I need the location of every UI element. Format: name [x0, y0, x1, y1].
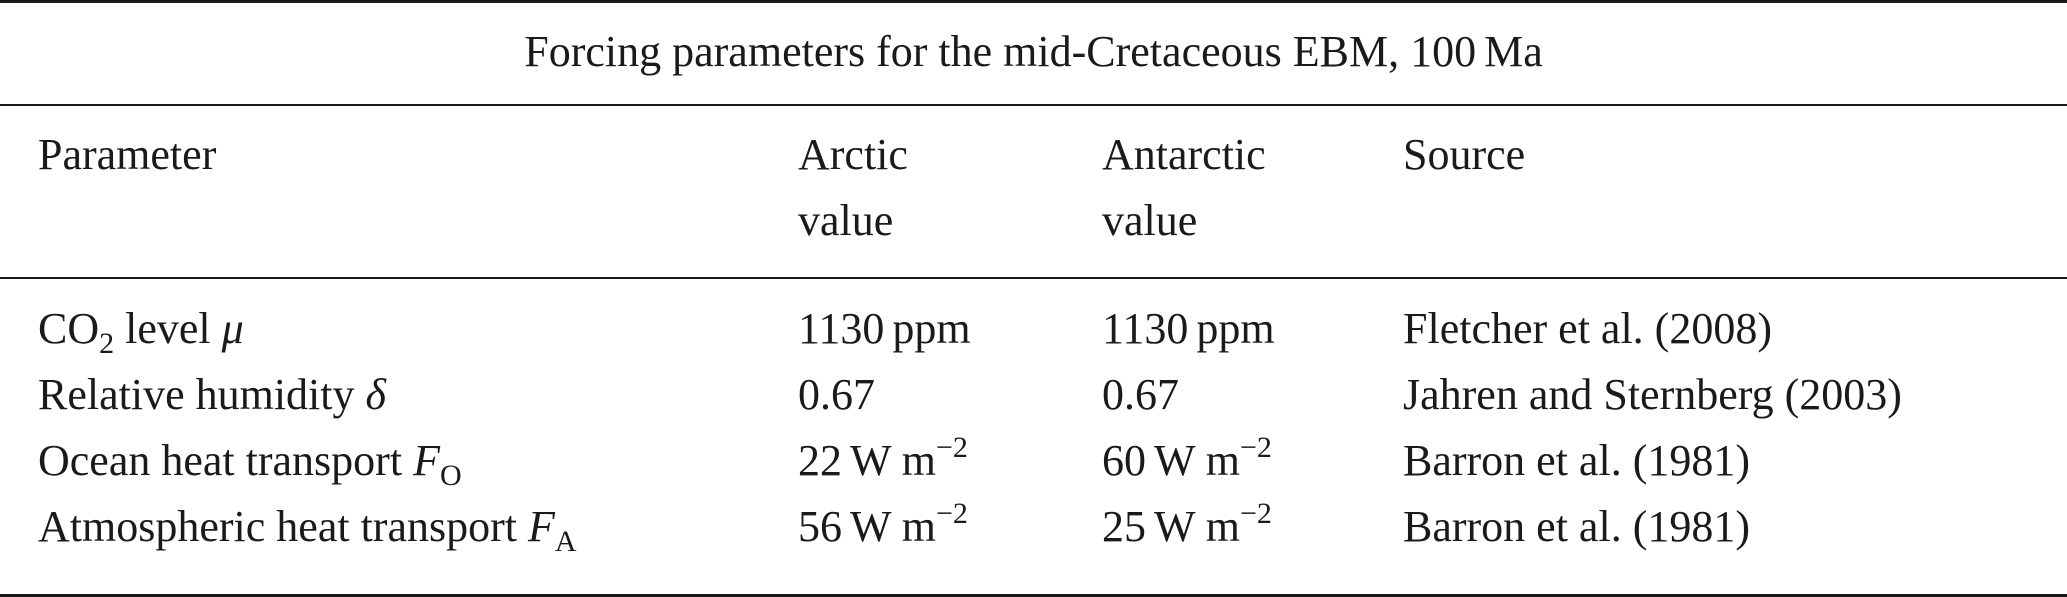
row-atmospheric-heat-antarctic-value: 25 W m−2	[1102, 497, 1272, 551]
row-ocean-heat-source: Barron et al. (1981)	[1403, 436, 1750, 485]
row-atmospheric-heat-arctic-value: 56 W m−2	[798, 497, 968, 551]
header-rule	[0, 277, 2067, 279]
header-antarctic-line1: Antarctic	[1102, 130, 1266, 179]
row-atmospheric-heat-source: Barron et al. (1981)	[1403, 502, 1750, 551]
header-parameter: Parameter	[38, 130, 217, 179]
table-bottom-rule	[0, 594, 2067, 597]
symbol-f-atmosphere: F	[527, 502, 555, 551]
header-antarctic-line2: value	[1102, 196, 1198, 245]
caption-rule	[0, 104, 2067, 106]
header-source: Source	[1403, 130, 1526, 179]
header-arctic-value: Arctic value	[798, 122, 908, 254]
header-antarctic-value: Antarctic value	[1102, 122, 1266, 254]
symbol-delta: δ	[365, 370, 386, 419]
symbol-f-ocean: F	[413, 436, 440, 485]
symbol-mu: μ	[221, 304, 244, 353]
caption-text: Forcing parameters for the mid-Cretaceou…	[524, 27, 1477, 76]
header-arctic-line2: value	[798, 196, 894, 245]
row-co2-source: Fletcher et al. (2008)	[1403, 304, 1772, 353]
row-co2-antarctic-value: 1130 ppm	[1102, 304, 1275, 353]
row-parameter-co2: CO2 level μ	[38, 304, 244, 360]
row-ocean-heat-antarctic-value: 60 W m−2	[1102, 431, 1272, 485]
row-parameter-atmospheric-heat: Atmospheric heat transport FA	[38, 502, 577, 558]
row-co2-arctic-value: 1130 ppm	[798, 304, 971, 353]
row-humidity-antarctic-value: 0.67	[1102, 370, 1179, 419]
row-humidity-source: Jahren and Sternberg (2003)	[1403, 370, 1902, 419]
row-humidity-arctic-value: 0.67	[798, 370, 875, 419]
header-arctic-line1: Arctic	[798, 130, 908, 179]
table-top-rule	[0, 0, 2067, 3]
row-parameter-ocean-heat: Ocean heat transport FO	[38, 436, 462, 492]
table-caption: Forcing parameters for the mid-Cretaceou…	[0, 26, 2067, 78]
row-parameter-humidity: Relative humidity δ	[38, 370, 386, 419]
caption-unit: Ma	[1484, 27, 1543, 76]
row-ocean-heat-arctic-value: 22 W m−2	[798, 431, 968, 485]
